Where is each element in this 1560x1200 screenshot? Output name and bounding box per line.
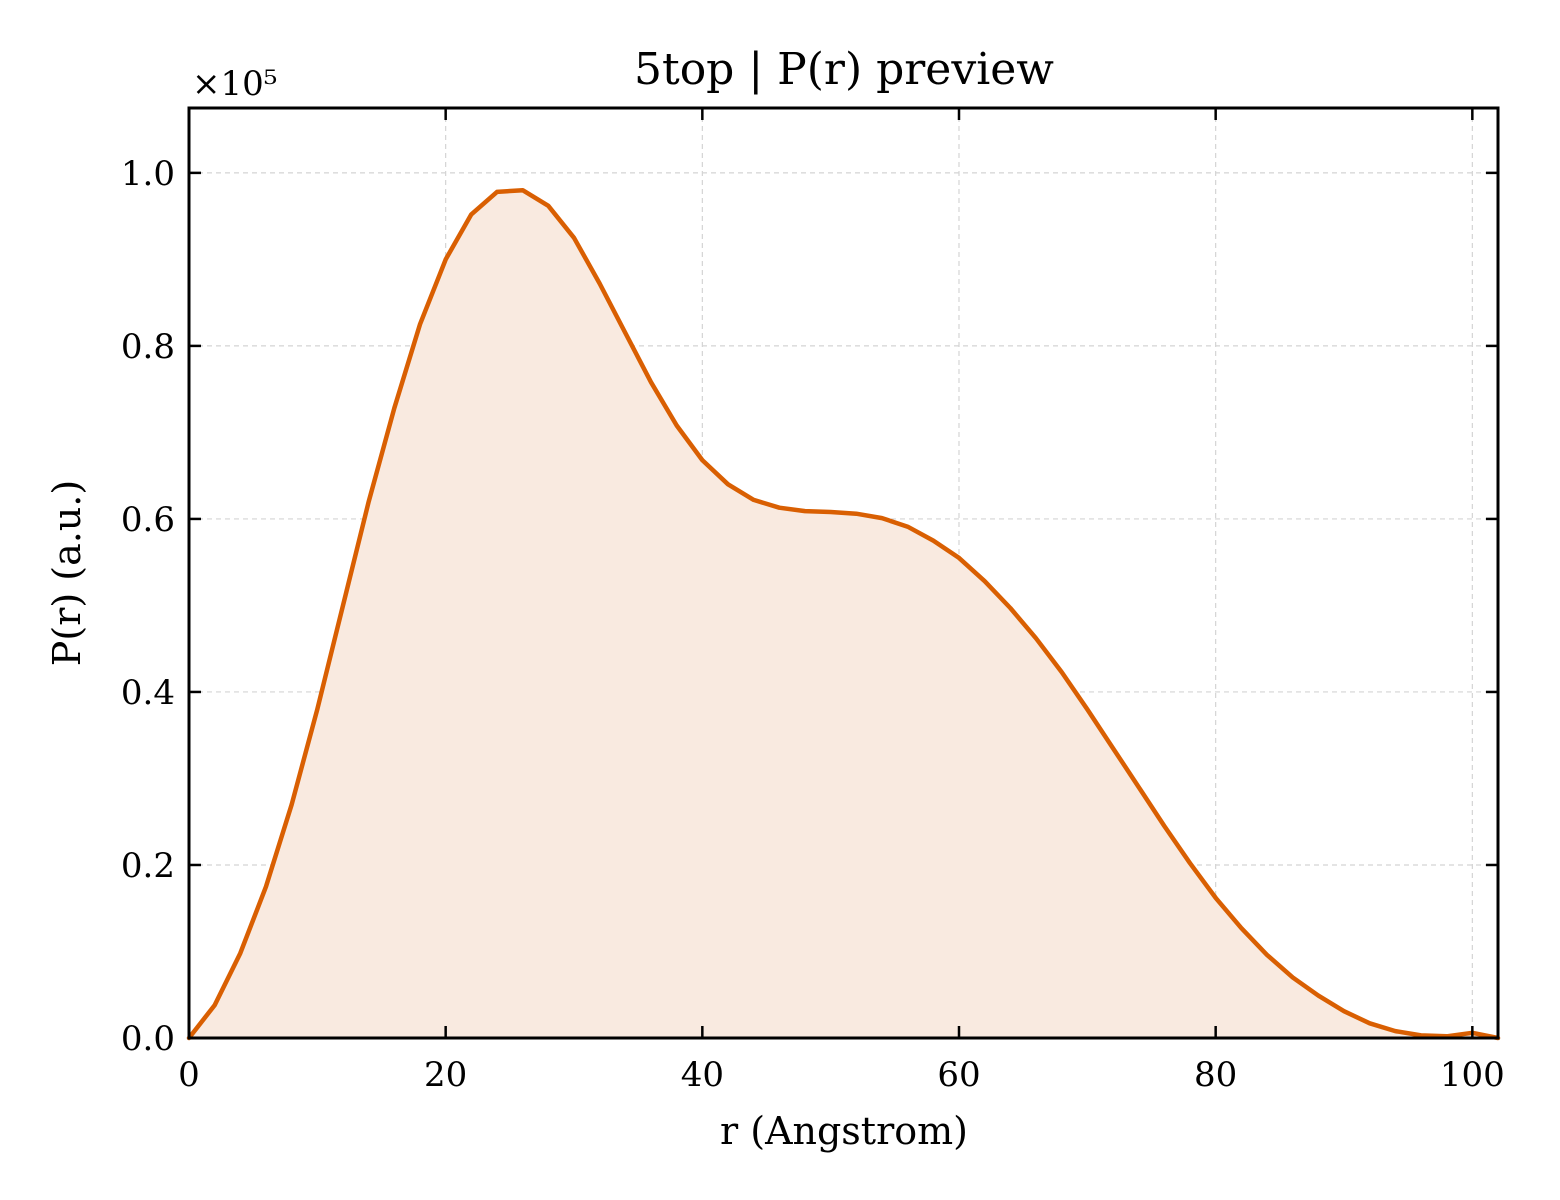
y-tick-label: 0.0 <box>121 1019 175 1059</box>
chart-title: 5top | P(r) preview <box>634 44 1054 95</box>
x-tick-label: 80 <box>1194 1055 1237 1095</box>
pr-curve-line <box>186 187 1501 1041</box>
x-tick-label: 20 <box>424 1055 467 1095</box>
x-tick-label: 0 <box>178 1055 200 1095</box>
y-tick-label: 0.8 <box>121 327 175 367</box>
x-tick-label: 100 <box>1440 1055 1505 1095</box>
x-tick-label: 60 <box>937 1055 980 1095</box>
y-tick-label: 0.4 <box>121 673 175 713</box>
axis-ticks: 0 20 40 60 80 100 0.0 0.2 0.4 0.6 0.8 1.0 <box>121 108 1505 1095</box>
plot-frame <box>187 106 1500 1040</box>
y-axis-label: P(r) (a.u.) <box>45 480 89 666</box>
y-tick-label: 1.0 <box>121 154 175 194</box>
y-tick-label: 0.6 <box>121 500 175 540</box>
x-axis-label: r (Angstrom) <box>720 1109 968 1153</box>
pr-area-fill <box>189 190 1498 1038</box>
y-multiplier-label: ×10⁵ <box>192 64 277 104</box>
y-tick-label: 0.2 <box>121 846 175 886</box>
x-tick-label: 40 <box>681 1055 724 1095</box>
